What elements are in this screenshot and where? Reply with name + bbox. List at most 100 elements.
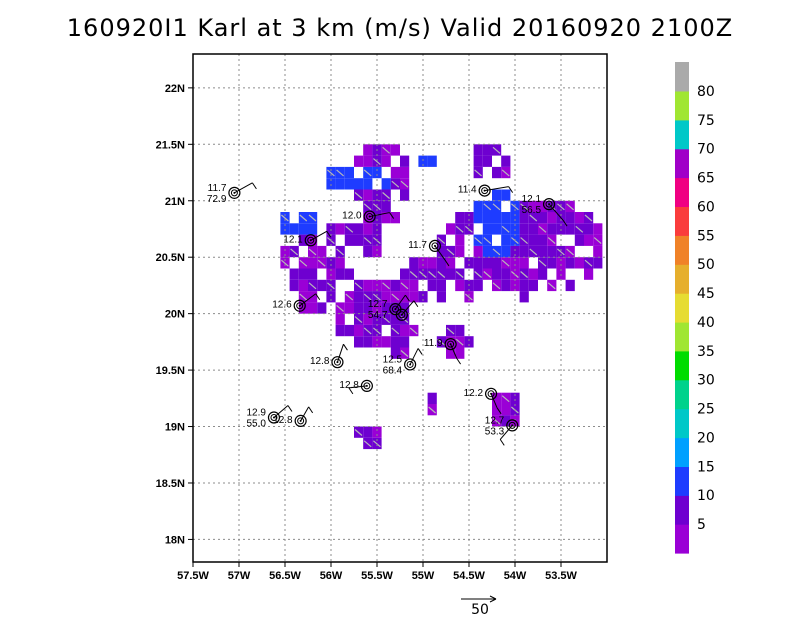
observation-marker	[395, 300, 419, 321]
wind-cell	[381, 212, 391, 224]
wind-barb-flag	[562, 219, 568, 227]
wind-vector	[281, 214, 289, 222]
wind-cell	[363, 189, 373, 201]
wind-cell	[308, 234, 318, 246]
observation-speed: 12.2	[464, 388, 484, 399]
y-tick-label: 18N	[165, 534, 185, 546]
wind-barb-flag	[496, 407, 502, 415]
colorbar-label: 20	[697, 431, 715, 447]
colorbar-swatch	[675, 524, 689, 554]
wind-cell	[363, 144, 373, 156]
observation-speed: 12.1	[283, 234, 303, 245]
wind-cell	[326, 291, 336, 303]
wind-cell	[326, 257, 336, 269]
wind-cell	[482, 212, 492, 224]
observation-marker: 12.753.3	[485, 415, 519, 446]
colorbar-swatch	[675, 321, 689, 352]
observation-marker: 12.2	[464, 387, 502, 415]
observation-value: 68.4	[383, 365, 403, 376]
wind-vector	[566, 203, 574, 211]
observation-value: 72.9	[207, 194, 227, 205]
wind-cell	[427, 392, 437, 404]
wind-cell	[418, 257, 428, 269]
wind-vector	[391, 180, 400, 188]
wind-cell	[528, 234, 538, 246]
wind-vector	[474, 237, 482, 245]
marker-inner-ring	[391, 305, 399, 313]
wind-barb	[450, 343, 458, 359]
wind-cell	[455, 234, 465, 246]
wind-cell	[492, 268, 502, 280]
wind-barb-flag	[348, 387, 354, 395]
wind-vector	[373, 158, 381, 166]
wind-cell	[492, 189, 502, 201]
wind-cell	[409, 257, 419, 269]
wind-cell	[363, 223, 373, 235]
wind-vector	[538, 225, 547, 233]
wind-vector	[501, 259, 510, 267]
wind-vector	[336, 304, 344, 312]
wind-vector	[584, 214, 593, 222]
wind-cell	[400, 336, 410, 348]
wind-cell	[372, 223, 382, 235]
wind-vector	[511, 203, 519, 211]
plot-frame	[192, 53, 608, 563]
wind-cell	[308, 223, 318, 235]
wind-cell	[528, 200, 538, 213]
wind-cell	[547, 245, 557, 258]
marker-inner-ring	[481, 187, 489, 195]
y-tick-label: 18.5N	[156, 478, 185, 490]
wind-cell	[354, 302, 364, 314]
wind-cell	[298, 302, 308, 314]
reference-vector: 50	[461, 595, 497, 618]
wind-cell	[455, 324, 465, 337]
wind-cell	[510, 257, 520, 269]
wind-cell	[363, 245, 373, 258]
wind-vector	[409, 271, 418, 278]
wind-cell	[501, 279, 511, 292]
wind-cell	[308, 268, 318, 280]
observation-speed: 12.8	[339, 380, 359, 391]
colorbar-swatch	[675, 495, 689, 525]
wind-cell	[510, 223, 520, 235]
wind-cell	[574, 257, 584, 269]
marker-outer-ring	[293, 299, 306, 312]
wind-cell	[344, 324, 354, 337]
wind-cell	[409, 279, 419, 292]
wind-arrows	[281, 146, 602, 448]
y-tick-label: 20N	[165, 309, 185, 321]
marker-center	[433, 244, 436, 247]
wind-barb-flag	[499, 439, 505, 446]
wind-cell	[344, 268, 354, 280]
wind-cell	[565, 212, 575, 224]
wind-vector	[345, 225, 354, 233]
wind-vector	[400, 180, 409, 188]
wind-vector	[547, 282, 556, 290]
wind-cell	[381, 336, 391, 348]
wind-cell	[344, 234, 354, 246]
wind-cell	[354, 291, 364, 303]
wind-cell	[482, 245, 492, 258]
observation-marker: 12.955.0	[246, 405, 293, 430]
observation-marker: 12.0	[342, 210, 395, 223]
wind-vector	[492, 417, 501, 425]
wind-cell	[492, 404, 502, 416]
y-tick-label: 20.5N	[156, 252, 185, 264]
wind-vector	[483, 203, 492, 211]
wind-vector	[501, 169, 510, 177]
wind-cell	[473, 245, 483, 258]
colorbar-label: 55	[697, 228, 715, 244]
wind-vector	[501, 395, 510, 403]
wind-cell	[335, 223, 345, 235]
wind-cell	[363, 212, 373, 224]
wind-vector	[593, 237, 602, 245]
marker-center	[272, 416, 275, 419]
wind-vector	[557, 203, 565, 211]
colorbar-label: 35	[697, 344, 715, 360]
wind-cell	[363, 178, 373, 190]
wind-cell	[574, 234, 584, 246]
wind-cell	[519, 279, 529, 292]
wind-cell	[372, 336, 382, 348]
wind-cell	[501, 268, 511, 280]
marker-inner-ring	[307, 236, 315, 244]
